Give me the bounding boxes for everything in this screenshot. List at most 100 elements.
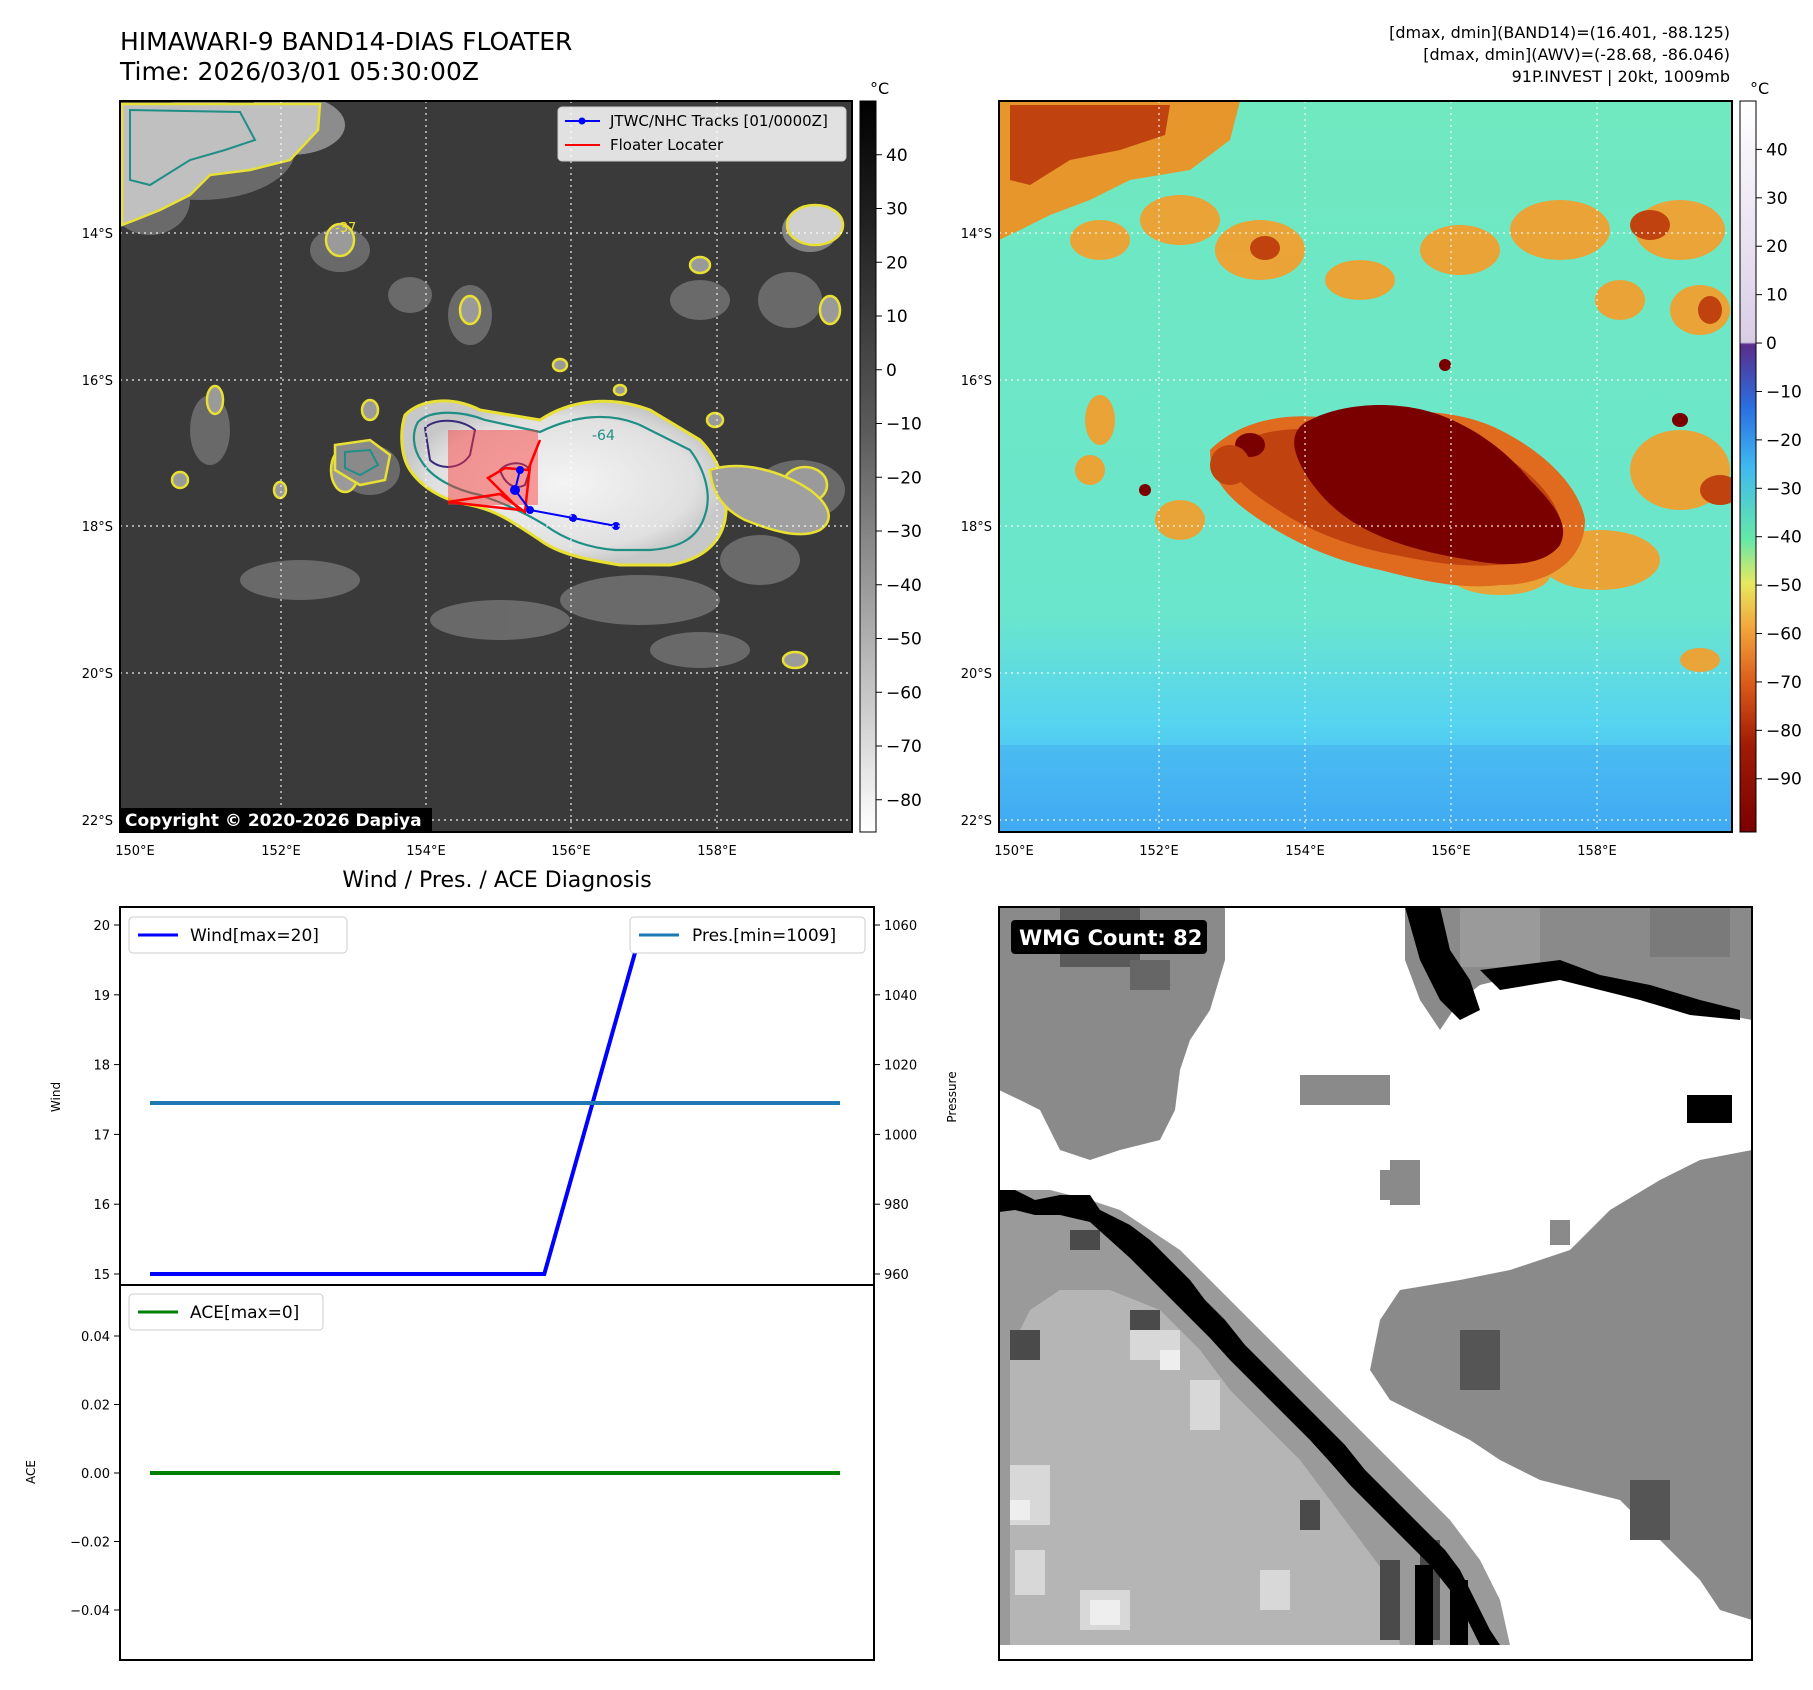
colorbar-tick-label: 20 xyxy=(1766,237,1788,257)
awv-gridlines xyxy=(999,101,1732,832)
colorbar-tick-label: −60 xyxy=(1766,625,1802,645)
pressure-tick-label: 1060 xyxy=(884,919,917,934)
track-point xyxy=(516,466,524,474)
colorbar-tick-label: 40 xyxy=(886,146,908,166)
pressure-tick-label: 980 xyxy=(884,1198,909,1213)
wind-tick-label: 18 xyxy=(93,1059,110,1074)
svg-text:150°E: 150°E xyxy=(115,844,155,859)
ace-tick-label: 0.04 xyxy=(81,1330,110,1345)
band14-lon-labels: 150°E 152°E 154°E 156°E 158°E xyxy=(115,844,737,859)
figure-title: HIMAWARI-9 BAND14-DIAS FLOATER xyxy=(120,27,572,56)
track-point xyxy=(612,522,620,530)
diagnosis-chart: Wind / Pres. / ACE Diagnosis Wind Pressu… xyxy=(24,868,959,1661)
svg-text:152°E: 152°E xyxy=(1139,844,1179,859)
svg-text:14°S: 14°S xyxy=(82,227,113,242)
pressure-tick-label: 1000 xyxy=(884,1128,917,1143)
colorbar-tick-label: −20 xyxy=(886,468,922,488)
colorbar-tick-label: −20 xyxy=(1766,431,1802,451)
colorbar-tick-label: −50 xyxy=(886,630,922,650)
svg-text:16°S: 16°S xyxy=(961,374,992,389)
floater-locator-box xyxy=(448,430,538,505)
colorbar1-unit: °C xyxy=(870,79,889,98)
svg-text:16°S: 16°S xyxy=(82,374,113,389)
colorbar-tick-label: −80 xyxy=(1766,721,1802,741)
svg-text:158°E: 158°E xyxy=(1577,844,1617,859)
contour-label-37: -37 xyxy=(335,221,356,236)
wind-pressure-panel xyxy=(119,906,875,1286)
pressure-tick-label: 1040 xyxy=(884,989,917,1004)
track-point xyxy=(526,506,534,514)
svg-text:22°S: 22°S xyxy=(82,814,113,829)
colorbar-tick-label: −60 xyxy=(886,683,922,703)
wmg-count-badge xyxy=(1011,920,1207,954)
svg-text:156°E: 156°E xyxy=(551,844,591,859)
colorbar-tick-label: −90 xyxy=(1766,770,1802,790)
pressure-legend-label: Pres.[min=1009] xyxy=(692,926,836,946)
ace-legend-label: ACE[max=0] xyxy=(190,1303,299,1323)
colorbar-tick-label: −70 xyxy=(1766,673,1802,693)
ace-legend: ACE[max=0] xyxy=(128,1293,324,1331)
colorbar-tick-label: 20 xyxy=(886,253,908,273)
colorbar-tick-label: 30 xyxy=(1766,189,1788,209)
floater-locator-path xyxy=(447,439,542,515)
band14-central-convection xyxy=(400,399,728,567)
storm-info-text: 91P.INVEST | 20kt, 1009mb xyxy=(1512,67,1730,86)
colorbar-tick-label: 10 xyxy=(886,307,908,327)
ace-tick-label: −0.04 xyxy=(70,1604,110,1619)
awv-lat-labels: 14°S 16°S 18°S 20°S 22°S xyxy=(961,227,992,829)
pressure-axis-ticks: 1060 1040 1020 1000 980 960 xyxy=(874,919,917,1283)
wind-axis-ticks: 20 19 18 17 16 15 xyxy=(93,919,120,1283)
svg-text:152°E: 152°E xyxy=(261,844,301,859)
colorbar-tick-label: −40 xyxy=(886,576,922,596)
svg-text:20°S: 20°S xyxy=(961,667,992,682)
colorbar2-unit: °C xyxy=(1750,79,1769,98)
awv-lon-labels: 150°E 152°E 154°E 156°E 158°E xyxy=(994,844,1617,859)
band14-legend: JTWC/NHC Tracks [01/0000Z] Floater Locat… xyxy=(557,106,847,162)
colorbar-tick-label: 30 xyxy=(886,200,908,220)
figure-time: Time: 2026/03/01 05:30:00Z xyxy=(119,57,479,86)
track-point xyxy=(510,485,520,495)
pressure-legend: Pres.[min=1009] xyxy=(629,916,866,954)
svg-text:156°E: 156°E xyxy=(1431,844,1471,859)
colorbar-tick-label: −40 xyxy=(1766,528,1802,548)
svg-text:18°S: 18°S xyxy=(961,520,992,535)
svg-text:154°E: 154°E xyxy=(1285,844,1325,859)
legend-floater-locater: Floater Locater xyxy=(610,136,724,154)
colorbar-tick-label: −70 xyxy=(886,737,922,757)
contour-label-64: -64 xyxy=(592,428,615,444)
pressure-tick-label: 960 xyxy=(884,1268,909,1283)
svg-text:18°S: 18°S xyxy=(82,520,113,535)
band14-range-text: [dmax, dmin](BAND14)=(16.401, -88.125) xyxy=(1389,23,1730,42)
wind-tick-label: 19 xyxy=(93,989,110,1004)
svg-text:22°S: 22°S xyxy=(961,814,992,829)
diagnosis-title: Wind / Pres. / ACE Diagnosis xyxy=(342,868,651,893)
colorbar-tick-label: 40 xyxy=(1766,140,1788,160)
wind-legend: Wind[max=20] xyxy=(128,916,348,954)
copyright-box xyxy=(120,808,432,832)
track-point xyxy=(569,514,577,522)
svg-text:154°E: 154°E xyxy=(406,844,446,859)
legend-jtwc-tracks: JTWC/NHC Tracks [01/0000Z] xyxy=(609,112,828,130)
svg-text:14°S: 14°S xyxy=(961,227,992,242)
colorbar-tick-label: −50 xyxy=(1766,576,1802,596)
colorbar-tick-label: 0 xyxy=(1766,334,1777,354)
colorbar-tick-label: 10 xyxy=(1766,286,1788,306)
ace-axis-label: ACE xyxy=(24,1460,38,1484)
awv-range-text: [dmax, dmin](AWV)=(-28.68, -86.046) xyxy=(1423,45,1730,64)
wind-tick-label: 16 xyxy=(93,1198,110,1213)
pressure-tick-label: 1020 xyxy=(884,1059,917,1074)
colorbar-tick-label: 0 xyxy=(886,361,897,381)
wind-tick-label: 17 xyxy=(93,1128,110,1143)
wmg-count-text: WMG Count: 82 xyxy=(1019,926,1202,950)
band14-map: -64 -37 Copyright © 2020-2026 Dapiya xyxy=(82,100,853,859)
ace-tick-label: 0.00 xyxy=(81,1467,110,1482)
wind-axis-label: Wind xyxy=(49,1082,63,1112)
ace-tick-label: 0.02 xyxy=(81,1399,110,1414)
band14-contour-nw xyxy=(120,102,322,227)
colorbar-tick-label: −10 xyxy=(886,415,922,435)
pressure-axis-label: Pressure xyxy=(945,1071,959,1122)
awv-map: 14°S 16°S 18°S 20°S 22°S 150°E 152°E 154… xyxy=(961,100,1733,859)
ace-axis-ticks: 0.04 0.02 0.00 −0.02 −0.04 xyxy=(70,1330,120,1619)
svg-text:158°E: 158°E xyxy=(697,844,737,859)
